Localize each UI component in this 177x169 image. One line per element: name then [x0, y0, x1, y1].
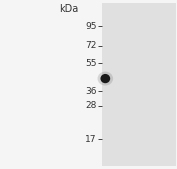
- Text: kDa: kDa: [59, 4, 78, 14]
- Text: 95: 95: [85, 22, 96, 31]
- Text: 17: 17: [85, 135, 96, 144]
- Bar: [102, 3, 176, 166]
- Text: 36: 36: [85, 87, 96, 96]
- Text: 55: 55: [85, 59, 96, 68]
- Ellipse shape: [100, 74, 110, 83]
- Text: 72: 72: [85, 41, 96, 50]
- Text: 28: 28: [85, 101, 96, 110]
- Ellipse shape: [98, 72, 113, 86]
